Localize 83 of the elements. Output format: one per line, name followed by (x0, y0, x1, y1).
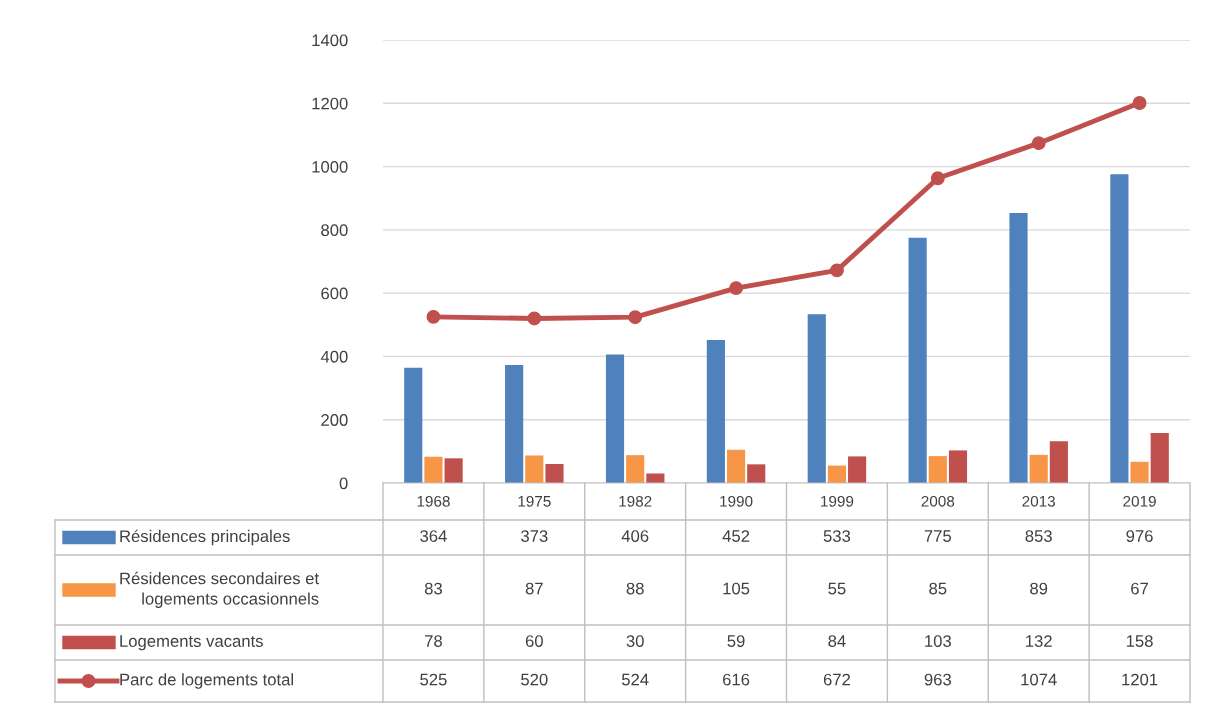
x-tick-label: 2008 (921, 495, 955, 507)
data-label: 525 (420, 673, 447, 686)
data-label: 406 (621, 530, 649, 542)
data-label: 78 (425, 635, 442, 647)
data-label: 373 (521, 530, 548, 542)
data-label: 59 (727, 635, 745, 647)
data-label: 103 (925, 635, 951, 647)
data-label: 30 (626, 635, 644, 647)
data-label: 963 (924, 673, 951, 686)
bar (424, 456, 443, 483)
data-label: 533 (823, 530, 851, 542)
data-label: 976 (1126, 530, 1153, 542)
point (628, 310, 643, 325)
legend-label: Résidences principales (120, 529, 290, 546)
bar (848, 456, 867, 483)
bar (1029, 454, 1048, 483)
point (729, 281, 744, 296)
data-label: 524 (621, 673, 649, 686)
data-label: 452 (722, 530, 750, 542)
x-tick-label: 2013 (1022, 495, 1056, 507)
bar (908, 237, 927, 483)
bar (404, 367, 423, 483)
data-label: 89 (1030, 582, 1048, 595)
y-tick-label: 200 (321, 414, 348, 426)
bar (1110, 174, 1129, 483)
data-label: 60 (525, 635, 543, 647)
data-label: 364 (420, 530, 447, 542)
y-tick-label: 0 (339, 477, 348, 490)
data-label: 158 (1126, 635, 1153, 647)
bar (1009, 213, 1028, 483)
data-label: 775 (924, 530, 952, 542)
point (1132, 96, 1147, 110)
bar (706, 339, 725, 483)
bar (626, 455, 645, 483)
bar (545, 464, 564, 483)
y-tick-label: 400 (320, 350, 348, 363)
data-label: 616 (723, 673, 750, 686)
bar (807, 314, 826, 483)
data-label: 87 (525, 582, 543, 595)
x-tick-label: 1990 (720, 495, 753, 507)
y-tick-label: 1400 (312, 34, 348, 47)
y-tick-label: 800 (321, 224, 348, 237)
bar (928, 456, 947, 483)
bar (1150, 433, 1169, 483)
data-label: 88 (626, 582, 644, 595)
legend-label: Logements vacants (120, 635, 263, 651)
data-label: 1201 (1122, 673, 1158, 686)
data-label: 83 (424, 582, 442, 595)
data-label: 67 (1131, 582, 1148, 595)
bar (444, 458, 463, 483)
y-tick-label: 600 (321, 287, 348, 300)
data-label: 672 (823, 673, 851, 686)
x-tick-label: 2019 (1123, 495, 1156, 507)
x-tick-label: 1975 (518, 495, 551, 507)
y-tick-label: 1200 (312, 97, 348, 110)
bar (1130, 461, 1149, 483)
y-tick-label: 1000 (312, 160, 348, 173)
bar (505, 364, 524, 483)
point (426, 309, 441, 324)
data-label: 853 (1025, 530, 1052, 542)
x-tick-label: 1968 (417, 495, 450, 507)
point (1031, 136, 1046, 151)
bar (747, 464, 766, 483)
data-label: 85 (929, 582, 947, 595)
data-label: 520 (521, 673, 548, 686)
bar (726, 449, 746, 483)
bar (525, 455, 544, 483)
legend-label: Parc de logements total (120, 673, 293, 689)
data-label: 1074 (1021, 673, 1057, 686)
bar (1049, 441, 1068, 483)
x-tick-label: 1999 (821, 495, 854, 507)
point (930, 171, 945, 186)
point (527, 311, 542, 326)
legend-label: Résidences secondaires et logements occasionnels (120, 571, 319, 608)
data-label: 132 (1026, 635, 1052, 647)
bar (827, 465, 847, 483)
bar (605, 354, 625, 483)
data-label: 84 (828, 635, 846, 647)
bar (948, 450, 968, 483)
point (829, 263, 844, 278)
data-label: 55 (828, 582, 846, 595)
data-label: 105 (723, 582, 750, 595)
x-tick-label: 1982 (619, 495, 652, 507)
